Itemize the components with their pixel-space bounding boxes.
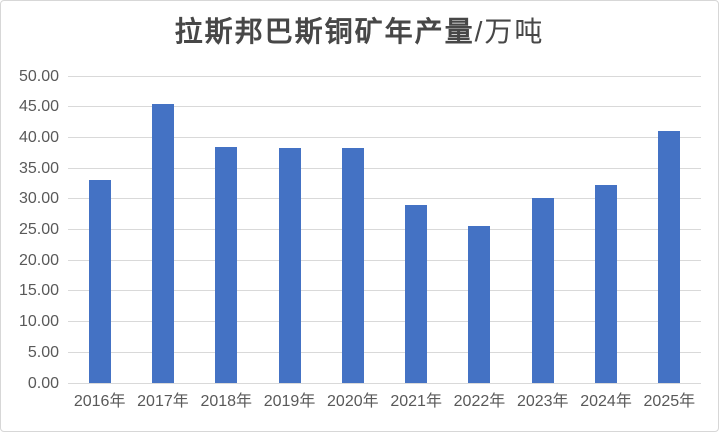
- gridline: [68, 259, 701, 261]
- y-tick-label: 25.00: [18, 221, 59, 238]
- gridline: [68, 167, 701, 169]
- y-tick-label: 15.00: [18, 282, 59, 300]
- y-tick-label: 0.00: [27, 374, 59, 392]
- bar-2019年: [278, 147, 301, 383]
- y-tick-label: 50.00: [18, 67, 59, 85]
- y-tick-label: 20.00: [18, 251, 59, 269]
- x-tick-label: 2017年: [137, 393, 189, 410]
- plot-area: [68, 75, 701, 384]
- x-tick-label: 2018年: [200, 393, 253, 410]
- y-tick-label: 10.00: [18, 313, 59, 331]
- x-tick-label: 2022年: [453, 393, 506, 410]
- x-tick-label: 2019年: [263, 393, 316, 410]
- gridline: [68, 351, 701, 353]
- y-tick-label: 35.00: [18, 159, 59, 177]
- bar-2024年: [595, 184, 618, 383]
- gridline: [68, 382, 701, 384]
- x-tick-label: 2021年: [390, 393, 442, 410]
- y-tick-label: 5.00: [27, 343, 59, 361]
- chart-title: 拉斯邦巴斯铜矿年产量/万吨: [1, 10, 718, 50]
- gridline: [68, 198, 701, 200]
- bar-2017年: [151, 104, 174, 383]
- bar-2022年: [468, 226, 491, 383]
- bar-2025年: [658, 131, 681, 383]
- y-tick-label: 40.00: [18, 128, 59, 146]
- bar-2021年: [405, 204, 428, 383]
- y-tick-label: 30.00: [18, 190, 59, 208]
- y-tick-label: 45.00: [18, 98, 59, 116]
- x-tick-label: 2025年: [643, 393, 696, 410]
- x-tick-label: 2016年: [73, 393, 126, 410]
- gridline: [68, 136, 701, 138]
- x-tick-label: 2020年: [327, 393, 379, 410]
- bar-2020年: [341, 148, 364, 383]
- gridline: [68, 321, 701, 323]
- bar-2018年: [215, 146, 238, 383]
- bar-2023年: [531, 197, 554, 383]
- gridline: [68, 290, 701, 292]
- gridline: [68, 106, 701, 108]
- chart-title-unit: /万吨: [474, 16, 545, 47]
- x-tick-label: 2024年: [580, 393, 632, 410]
- x-tick-label: 2023年: [516, 393, 569, 410]
- gridline: [68, 75, 701, 77]
- chart-title-text: 拉斯邦巴斯铜矿年产量: [174, 16, 475, 47]
- gridline: [68, 229, 701, 230]
- bar-2016年: [88, 180, 111, 383]
